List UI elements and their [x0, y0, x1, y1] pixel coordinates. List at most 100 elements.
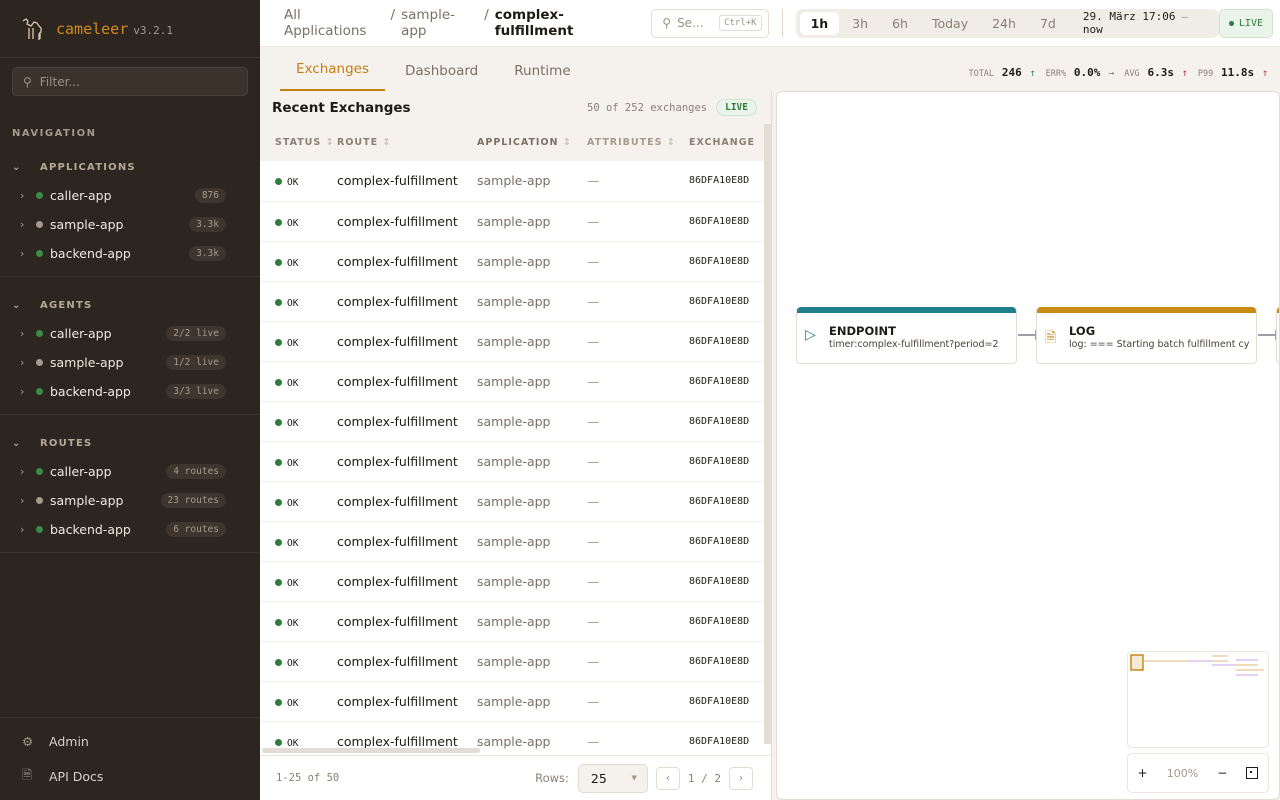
application-cell: sample-app	[477, 601, 587, 642]
arrow-up-icon: ↑	[1261, 68, 1268, 79]
table-row[interactable]: OK complex-fulfillment sample-app —86DFA10E…	[260, 361, 765, 402]
route-cell: complex-fulfillment	[337, 201, 477, 242]
admin-link[interactable]: ⚙ Admin	[0, 724, 260, 759]
status-cell: OK	[260, 161, 337, 202]
sidebar-item-sample-app[interactable]: › sample-app 3.3k	[0, 210, 260, 239]
table-row[interactable]: OK complex-fulfillment sample-app —86DFA10E…	[260, 321, 765, 362]
search-icon: ⚲	[23, 74, 32, 89]
next-page-button[interactable]: ›	[729, 766, 753, 790]
time-range-6h[interactable]: 6h	[892, 15, 908, 31]
status-dot-icon	[36, 221, 43, 228]
fit-view-icon[interactable]	[1246, 767, 1259, 779]
table-row[interactable]: OK complex-fulfillment sample-app —86DFA10E…	[260, 601, 765, 642]
rows-label: Rows:	[535, 771, 569, 785]
api-docs-link[interactable]: 🗎 API Docs	[0, 759, 260, 794]
flow-arrow	[1258, 330, 1279, 340]
sidebar-section-agents: ⌄ AGENTS › caller-app 2/2 live › sample-app 1/2…	[0, 291, 260, 415]
node-log[interactable]: 🗎 LOG log: === Starting batch fulfillmen…	[1036, 307, 1257, 364]
status-text: OK	[287, 457, 299, 469]
vertical-scrollbar[interactable]	[764, 124, 771, 744]
status-dot-icon	[275, 698, 282, 706]
attributes-cell: —	[587, 721, 689, 762]
prev-page-button[interactable]: ‹	[655, 766, 680, 790]
table-row[interactable]: OK complex-fulfillment sample-app —86DFA10E…	[260, 401, 765, 442]
top-bar: All Applications / sample-app / complex-fu…	[260, 0, 1280, 47]
column-header-route[interactable]: ROUTE ↕	[337, 124, 477, 161]
table-row[interactable]: OK complex-fulfillment sample-app —86DFA10E…	[260, 201, 765, 242]
column-header-status[interactable]: STATUS ↕	[260, 124, 337, 161]
node-color-bar	[797, 307, 1016, 313]
table-row[interactable]: OK complex-fulfillment sample-app —86DFA10E…	[260, 561, 765, 602]
table-row[interactable]: OK complex-fulfillment sample-app —86DFA10E…	[260, 681, 765, 722]
chevron-down-icon: ⌄	[12, 161, 22, 173]
chevron-down-icon: ▼	[631, 774, 637, 782]
route-diagram[interactable]: ▷ ENDPOINT timer:complex-fulfillment?per…	[776, 91, 1280, 800]
logo[interactable]: cameleer v3.2.1	[0, 0, 260, 58]
sidebar-item-backend-app[interactable]: › backend-app 3.3k	[0, 239, 260, 268]
search-button[interactable]: ⚲ Se... Ctrl+K	[651, 8, 769, 38]
time-range-24h[interactable]: 24h	[992, 15, 1016, 31]
tab-runtime[interactable]: Runtime	[514, 63, 571, 79]
table-row[interactable]: OK complex-fulfillment sample-app —86DFA10E…	[260, 641, 765, 682]
err-label: ERR%	[1045, 69, 1067, 79]
app-name: cameleer	[56, 19, 129, 38]
table-row[interactable]: OK complex-fulfillment sample-app —86DFA10E…	[260, 521, 765, 562]
item-label: backend-app	[50, 246, 131, 261]
camel-logo-icon	[22, 17, 42, 40]
time-range-7d[interactable]: 7d	[1039, 15, 1056, 31]
breadcrumb-all-apps[interactable]: All Applications	[284, 7, 367, 39]
section-header[interactable]: ⌄ AGENTS	[0, 291, 260, 319]
zoom-in-button[interactable]: +	[1137, 766, 1148, 780]
attributes-cell: —	[587, 201, 689, 242]
minimap[interactable]	[1127, 651, 1269, 748]
attributes-cell: —	[587, 401, 689, 442]
document-icon: 🗎	[1045, 330, 1057, 346]
gear-icon: ⚙	[22, 734, 34, 749]
section-header[interactable]: ⌄ ROUTES	[0, 429, 260, 457]
rows-per-page-select[interactable]: 25 ▼	[577, 763, 648, 793]
node-next[interactable]	[1276, 307, 1279, 364]
application-cell: sample-app	[477, 321, 587, 362]
column-header-attributes[interactable]: ATTRIBUTES ↕	[587, 124, 689, 161]
tab-exchanges[interactable]: Exchanges	[280, 61, 385, 91]
status-dot-icon	[275, 378, 282, 386]
sidebar-item-caller-app[interactable]: › caller-app 2/2 live	[0, 319, 260, 348]
status-text: OK	[287, 697, 299, 709]
time-range-1h[interactable]: 1h	[799, 11, 840, 35]
time-range-display[interactable]: 29. März 17:06 — now	[1083, 10, 1203, 36]
horizontal-scrollbar[interactable]	[262, 748, 480, 753]
breadcrumb-app[interactable]: sample-app	[401, 7, 456, 39]
sidebar-item-caller-app[interactable]: › caller-app 876	[0, 181, 260, 210]
sidebar-item-backend-app[interactable]: › backend-app 6 routes	[0, 515, 260, 544]
exchanges-header: Recent Exchanges 50 of 252 exchanges LIV…	[260, 91, 771, 124]
route-cell: complex-fulfillment	[337, 361, 477, 402]
sidebar-item-caller-app[interactable]: › caller-app 4 routes	[0, 457, 260, 486]
status-dot-icon	[36, 497, 43, 504]
sidebar-item-backend-app[interactable]: › backend-app 3/3 live	[0, 377, 260, 406]
table-row[interactable]: OK complex-fulfillment sample-app —86DFA10E…	[260, 241, 765, 282]
item-label: backend-app	[50, 384, 131, 399]
sidebar-item-sample-app[interactable]: › sample-app 1/2 live	[0, 348, 260, 377]
table-row[interactable]: OK complex-fulfillment sample-app —86DFA10E…	[260, 281, 765, 322]
item-label: backend-app	[50, 522, 131, 537]
sidebar-item-sample-app[interactable]: › sample-app 23 routes	[0, 486, 260, 515]
item-badge: 23 routes	[160, 493, 226, 508]
filter-input[interactable]: ⚲ Filter...	[12, 67, 248, 96]
column-header-exchange[interactable]: EXCHANGE	[689, 124, 765, 161]
time-range-3h[interactable]: 3h	[852, 15, 869, 31]
status-text: OK	[287, 377, 299, 389]
zoom-out-button[interactable]: −	[1217, 766, 1228, 780]
live-badge: LIVE	[716, 99, 757, 116]
column-header-application[interactable]: APPLICATION ↕	[477, 124, 587, 161]
table-row[interactable]: OK complex-fulfillment sample-app —86DFA10E…	[260, 721, 765, 762]
zoom-level: 100%	[1166, 766, 1199, 780]
section-header[interactable]: ⌄ APPLICATIONS	[0, 153, 260, 181]
table-row[interactable]: OK complex-fulfillment sample-app —86DFA10E…	[260, 481, 765, 522]
table-row[interactable]: OK complex-fulfillment sample-app —86DFA10E…	[260, 161, 765, 202]
table-row[interactable]: OK complex-fulfillment sample-app —86DFA10E…	[260, 441, 765, 482]
application-cell: sample-app	[477, 441, 587, 482]
time-range-today[interactable]: Today	[931, 15, 969, 31]
live-toggle[interactable]: LIVE	[1218, 8, 1273, 38]
node-endpoint[interactable]: ▷ ENDPOINT timer:complex-fulfillment?per…	[796, 307, 1017, 364]
tab-dashboard[interactable]: Dashboard	[405, 63, 479, 79]
